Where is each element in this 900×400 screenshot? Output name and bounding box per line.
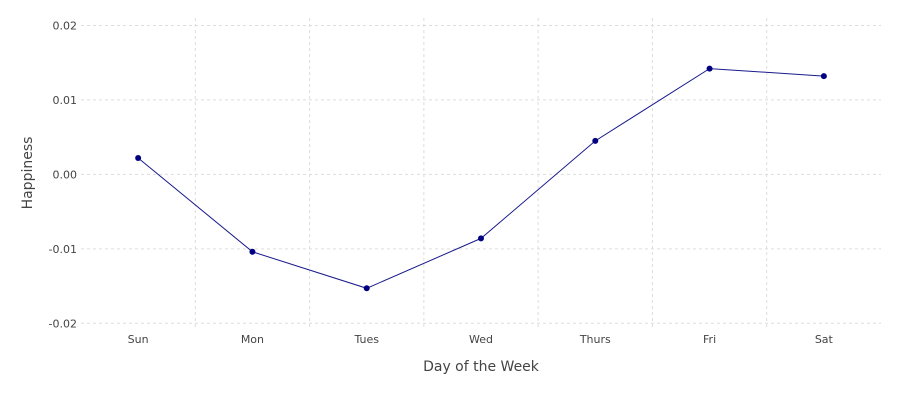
x-tick-label: Tues <box>353 333 379 346</box>
y-tick-label: 0.02 <box>53 19 78 32</box>
data-point <box>249 248 256 255</box>
data-point <box>478 235 484 242</box>
y-tick-label: -0.02 <box>49 317 77 330</box>
x-tick-label: Sun <box>128 333 149 346</box>
x-tick-label: Thurs <box>579 333 611 346</box>
y-axis-ticks: 0.02 0.01 0.00 -0.01 -0.02 <box>49 19 77 330</box>
data-point <box>135 154 142 161</box>
grid <box>81 18 881 327</box>
x-tick-label: Mon <box>241 333 264 346</box>
data-point <box>592 137 599 144</box>
data-point <box>363 285 370 292</box>
y-axis-label: Happiness <box>20 137 36 210</box>
data-point <box>706 65 713 72</box>
x-axis-label: Day of the Week <box>423 359 540 375</box>
series-happiness <box>135 65 827 292</box>
data-point <box>820 73 827 80</box>
x-tick-label: Wed <box>469 333 493 346</box>
x-tick-label: Fri <box>703 333 716 346</box>
y-tick-label: 0.01 <box>53 94 78 107</box>
series-line <box>137 68 824 289</box>
x-axis-ticks: Sun Mon Tues Wed Thurs Fri Sat <box>128 333 834 346</box>
y-tick-label: -0.01 <box>49 243 77 256</box>
y-tick-label: 0.00 <box>53 168 78 181</box>
x-tick-label: Sat <box>815 333 834 346</box>
